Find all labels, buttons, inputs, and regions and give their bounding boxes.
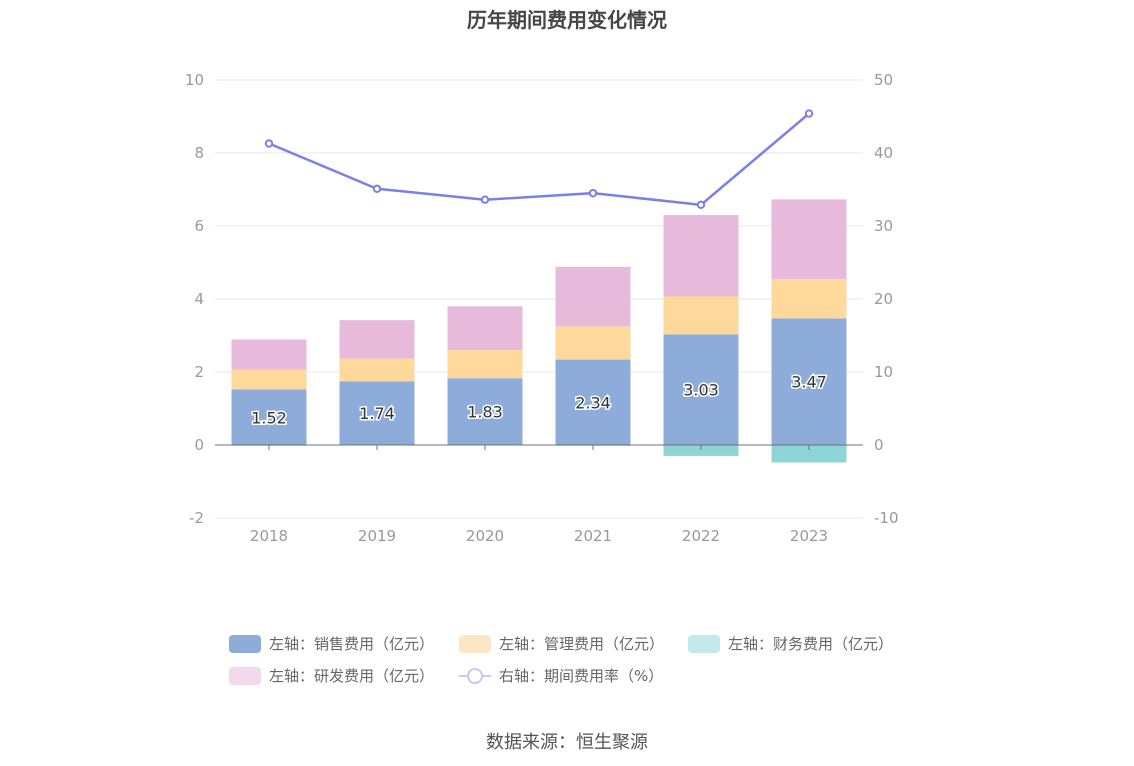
- bar-value-label: 1.83: [467, 403, 503, 422]
- legend-label-admin: 左轴：管理费用（亿元）: [499, 635, 665, 653]
- chart-title: 历年期间费用变化情况: [467, 8, 667, 32]
- left-axis-tick-label: 10: [185, 71, 204, 89]
- bar-admin: [339, 358, 415, 382]
- line-layer: [264, 109, 814, 210]
- legend-swatch-admin: [459, 634, 491, 653]
- bar-rd: [231, 339, 307, 370]
- bar-admin: [663, 296, 739, 335]
- data-source: 数据来源：恒生聚源: [486, 732, 648, 753]
- bar-value-label: 1.74: [359, 404, 395, 423]
- legend-swatch-finance: [688, 634, 720, 653]
- bar-layer: [231, 199, 847, 463]
- legend-label-rd: 左轴：研发费用（亿元）: [269, 667, 435, 685]
- right-axis-tick-label: 30: [874, 217, 893, 235]
- x-axis-tick-label: 2019: [358, 527, 396, 545]
- bar-sales: [555, 359, 631, 445]
- left-axis-tick-label: 2: [194, 363, 204, 381]
- bar-finance: [663, 445, 739, 456]
- bar-value-label: 3.03: [683, 381, 719, 400]
- bar-sales: [339, 381, 415, 445]
- bar-value-label: 2.34: [575, 393, 611, 412]
- rate-point: [264, 139, 274, 148]
- rate-point: [696, 200, 706, 210]
- bar-sales: [771, 318, 847, 445]
- left-axis-tick-label: 8: [194, 144, 204, 162]
- bar-rd: [663, 215, 739, 297]
- bar-sales: [231, 389, 307, 445]
- left-axis-tick-label: 0: [194, 436, 204, 454]
- bar-admin: [447, 350, 523, 379]
- rate-point: [372, 184, 382, 193]
- right-axis-tick-label: 50: [874, 71, 893, 89]
- legend-label-rate: 右轴：期间费用率（%）: [499, 667, 664, 685]
- rate-line: [268, 112, 810, 207]
- bar-finance: [771, 445, 847, 463]
- bar-sales: [663, 334, 739, 445]
- axis-layer: -2 0 2 4 6 8 10 -10 0 10 20 30 40 50 2018 2019 2020 2021 2…: [185, 71, 899, 545]
- legend-item-admin[interactable]: 左轴：管理费用（亿元）: [459, 633, 664, 654]
- x-axis-tick-label: 2020: [466, 527, 504, 545]
- legend-line-icon: [459, 667, 491, 685]
- bar-admin: [771, 278, 847, 319]
- bar-rd: [555, 266, 631, 327]
- rate-point: [804, 109, 814, 118]
- bar-sales: [447, 378, 523, 445]
- label-layer: 1.52 1.74 1.83 2.34 3.03 3.47: [250, 371, 829, 429]
- bar-rd: [339, 320, 415, 359]
- bar-admin: [231, 369, 307, 390]
- left-axis-tick-label: 6: [194, 217, 204, 235]
- left-axis-tick-label: 4: [194, 290, 204, 308]
- right-axis-tick-label: -10: [874, 509, 899, 527]
- x-axis-tick-label: 2018: [250, 527, 288, 545]
- grid-layer: [215, 79, 863, 519]
- x-axis-tick-label: 2022: [682, 527, 720, 545]
- legend-item-rate[interactable]: 右轴：期间费用率（%）: [459, 665, 663, 686]
- right-axis-tick-label: 20: [874, 290, 893, 308]
- bar-value-label: 3.47: [791, 373, 827, 392]
- rate-point: [480, 195, 490, 204]
- legend-item-finance[interactable]: 左轴：财务费用（亿元）: [688, 633, 893, 654]
- legend-swatch-sales: [229, 634, 261, 653]
- right-axis-tick-label: 0: [874, 436, 884, 454]
- bar-admin: [555, 326, 631, 360]
- x-axis-tick-label: 2021: [574, 527, 612, 545]
- bar-rd: [771, 199, 847, 279]
- rate-point: [588, 188, 598, 198]
- x-axis-tick-label: 2023: [790, 527, 828, 545]
- legend-label-finance: 左轴：财务费用（亿元）: [728, 635, 894, 653]
- chart-area: -2 0 2 4 6 8 10 -10 0 10 20 30 40 50 2018 2019 2020 2021 2…: [185, 71, 899, 545]
- legend-item-rd[interactable]: 左轴：研发费用（亿元）: [229, 665, 434, 686]
- right-axis-tick-label: 10: [874, 363, 893, 381]
- legend-swatch-rd: [229, 666, 261, 685]
- legend-item-sales[interactable]: 左轴：销售费用（亿元）: [229, 633, 434, 654]
- left-axis-tick-label: -2: [189, 509, 204, 527]
- bar-rd: [447, 306, 523, 351]
- legend-label-sales: 左轴：销售费用（亿元）: [269, 635, 435, 653]
- right-axis-tick-label: 40: [874, 144, 893, 162]
- bar-value-label: 1.52: [251, 408, 287, 427]
